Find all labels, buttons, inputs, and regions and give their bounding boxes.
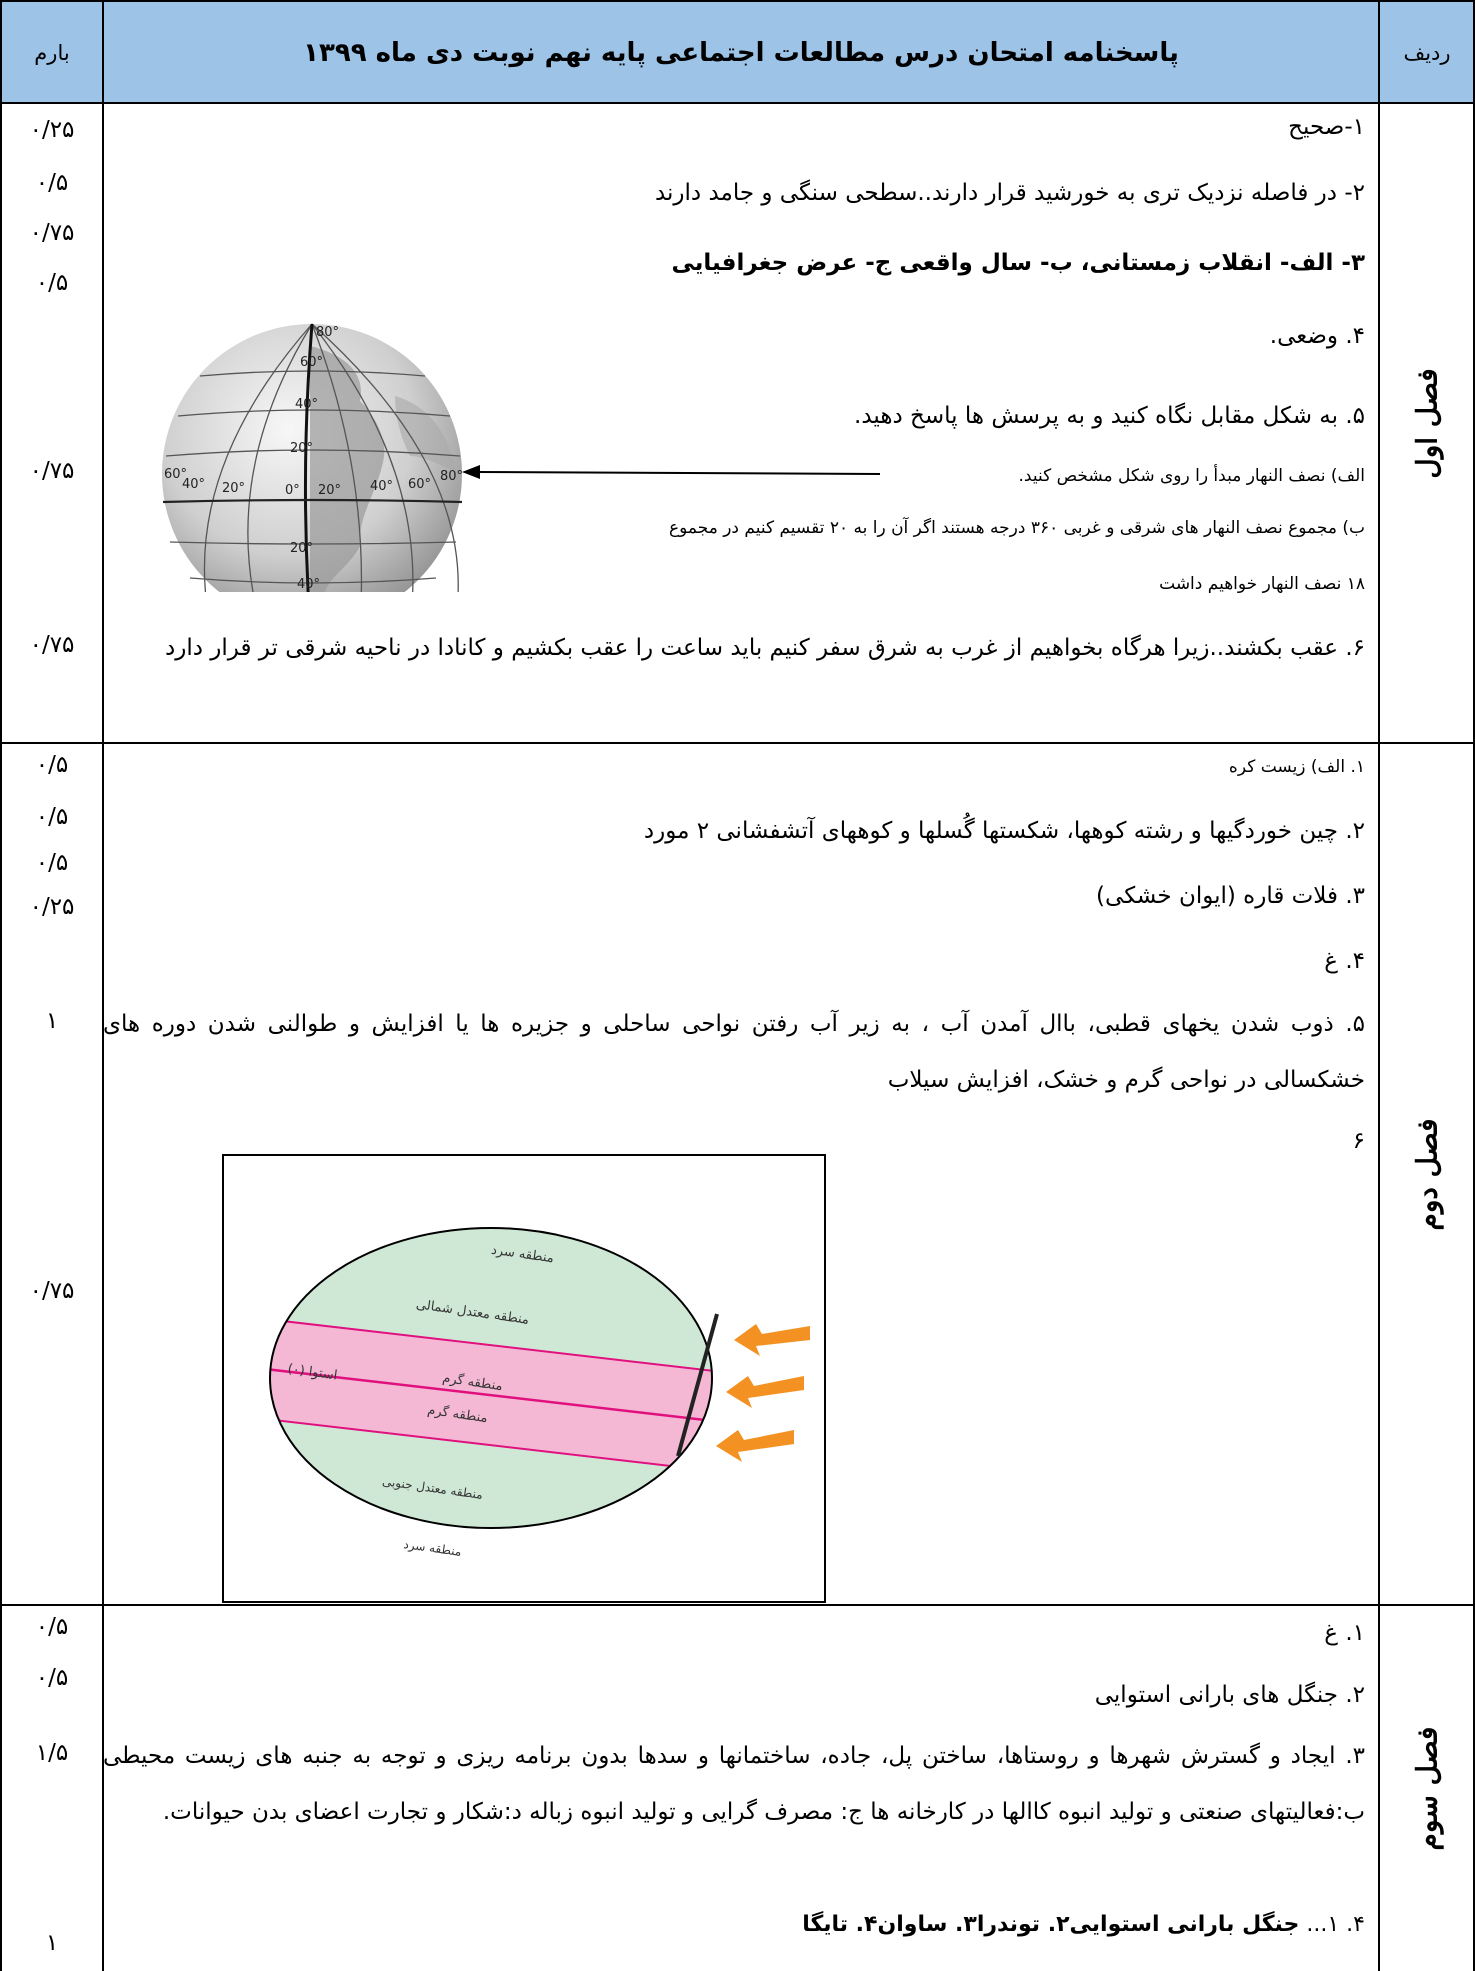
answer-1-4: ۴. وضعی. <box>1269 323 1365 349</box>
table-border-right <box>1473 0 1475 1971</box>
answer-3-3: ۳. ایجاد و گسترش شهرها و روستاها، ساختن … <box>103 1743 1365 1825</box>
score-1-1: ۰/۲۵ <box>29 117 75 143</box>
section-divider-2 <box>0 1604 1475 1606</box>
answer-3-2: ۲. جنگل های بارانی استوایی <box>1094 1682 1365 1708</box>
sun-arrow-icon <box>716 1430 794 1462</box>
answer-2-3: ۳. فلات قاره (ایوان خشکی) <box>1096 883 1365 909</box>
answer-2-5: ۵. ذوب شدن یخهای قطبی، باال آمدن آب ، به… <box>103 1011 1365 1093</box>
answer-1-1: ۱-صحیح <box>1288 114 1365 140</box>
answer-1-5a: الف) نصف النهار مبدأ را روی شکل مشخص کنی… <box>1018 466 1366 486</box>
score-2-1: ۰/۵ <box>35 752 69 778</box>
score-2-3: ۰/۵ <box>35 850 69 876</box>
svg-text:40°: 40° <box>297 577 320 592</box>
answer-1-6: ۶. عقب بکشند..زیرا هرگاه بخواهیم از غرب … <box>165 635 1365 661</box>
equator-line <box>162 498 463 504</box>
header-divider <box>0 102 1475 104</box>
header-row-label: ردیف <box>1403 40 1451 65</box>
svg-text:20°: 20° <box>222 481 245 496</box>
svg-text:20°: 20° <box>290 441 313 456</box>
header-row <box>1 1 1474 102</box>
continent-shape <box>310 346 385 592</box>
column-divider-row <box>1378 0 1380 1971</box>
answer-2-6: ۶ <box>1352 1128 1365 1154</box>
page-title: پاسخنامه امتحان درس مطالعات اجتماعی پایه… <box>303 37 1179 68</box>
prime-meridian <box>303 323 314 592</box>
svg-text:80°: 80° <box>440 469 463 484</box>
score-1-4: ۰/۵ <box>35 270 69 296</box>
svg-text:80°: 80° <box>316 325 339 340</box>
score-1-6: ۰/۷۵ <box>29 632 75 658</box>
answer-1-5b-cont: ۱۸ نصف النهار خواهیم داشت <box>1159 574 1365 594</box>
score-3-2: ۰/۵ <box>35 1665 69 1691</box>
globe-figure: 80° 60° 40° 20° 0° 20° 40° 60° 40° 20° 2… <box>162 323 463 592</box>
pointer-arrow <box>462 465 880 479</box>
answer-2-4: ۴. غ <box>1324 948 1365 974</box>
score-2-6: ۰/۷۵ <box>29 1278 75 1304</box>
section-divider-1 <box>0 742 1475 744</box>
score-2-5: ۱ <box>45 1008 59 1034</box>
svg-text:40°: 40° <box>182 477 205 492</box>
answer-3-1: ۱. غ <box>1324 1620 1365 1646</box>
answer-2-2: ۲. چین خوردگیها و رشته کوهها، شکستها گُس… <box>643 818 1365 844</box>
answer-1-5b: ب) مجموع نصف النهار های شرقی و غربی ۳۶۰ … <box>668 518 1365 538</box>
svg-text:0°: 0° <box>285 483 300 498</box>
section-one-label: فصل اول <box>1410 367 1444 479</box>
score-3-4: ۱ <box>45 1930 59 1956</box>
svg-text:20°: 20° <box>318 483 341 498</box>
score-3-3: ۱/۵ <box>35 1740 69 1766</box>
column-divider-score <box>102 0 104 1971</box>
score-1-2: ۰/۵ <box>35 170 69 196</box>
svg-text:60°: 60° <box>300 355 323 370</box>
svg-text:60°: 60° <box>408 477 431 492</box>
answer-1-5: ۵. به شکل مقابل نگاه کنید و به پرسش ها پ… <box>854 403 1365 429</box>
score-1-3: ۰/۷۵ <box>29 220 75 246</box>
answer-1-3: ۳- الف- انقلاب زمستانی، ب- سال واقعی ج- … <box>671 250 1365 276</box>
svg-text:60°: 60° <box>164 467 187 482</box>
sun-arrow-icon <box>726 1376 804 1408</box>
svg-text:20°: 20° <box>290 541 313 556</box>
answer-2-1: ۱. الف) زیست کره <box>1228 757 1365 777</box>
score-3-1: ۰/۵ <box>35 1614 69 1640</box>
table-border-left <box>0 0 2 1971</box>
tangent-line <box>676 1313 719 1457</box>
equator-line <box>270 1362 712 1436</box>
section-three-label: فصل سوم <box>1410 1726 1444 1851</box>
zone-label: استوا (۰) <box>287 1362 339 1384</box>
svg-text:40°: 40° <box>370 479 393 494</box>
answer-3-4: ۴. ۱... جنگل بارانی استوایی۲. توندرا۳. س… <box>802 1912 1365 1937</box>
answer-1-2: ۲- در فاصله نزدیک تری به خورشید قرار دار… <box>654 180 1365 206</box>
header-score-label: بارم <box>34 40 70 65</box>
section-two-label: فصل دوم <box>1410 1118 1444 1230</box>
climate-zones-figure: منطقه سرد منطقه معتدل شمالی استوا (۰) من… <box>222 1154 826 1603</box>
earth-outline <box>269 1227 713 1529</box>
svg-text:40°: 40° <box>295 397 318 412</box>
sun-arrow-icon <box>734 1324 810 1356</box>
score-2-4: ۰/۲۵ <box>29 894 75 920</box>
table-border-top <box>0 0 1475 2</box>
score-1-5: ۰/۷۵ <box>29 458 75 484</box>
score-2-2: ۰/۵ <box>35 804 69 830</box>
